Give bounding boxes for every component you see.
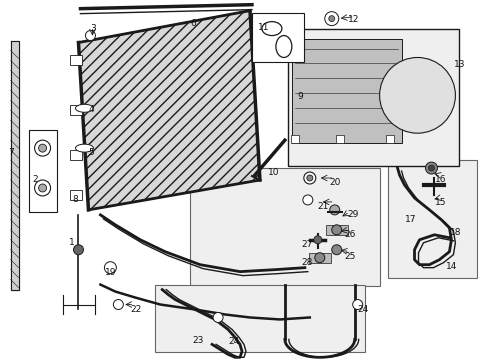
Text: 25: 25 [344,252,355,261]
Polygon shape [78,11,260,210]
Circle shape [427,165,433,171]
Circle shape [104,262,116,274]
Circle shape [73,245,83,255]
Circle shape [328,15,334,22]
Circle shape [39,144,46,152]
Circle shape [314,253,324,263]
Polygon shape [11,41,19,289]
Bar [290,135,298,143]
Text: 7: 7 [9,148,14,157]
Bar [385,135,393,143]
Circle shape [425,162,437,174]
Bar [190,168,379,285]
Text: 15: 15 [433,198,445,207]
Bar [325,225,347,235]
Bar [291,39,401,143]
Text: 17: 17 [404,215,415,224]
Circle shape [379,58,454,133]
Circle shape [306,175,312,181]
Circle shape [412,90,422,100]
Circle shape [313,236,321,244]
Text: 1: 1 [68,238,74,247]
Bar [287,28,458,166]
Text: 10: 10 [267,168,279,177]
Text: 5: 5 [88,148,94,157]
Text: 9: 9 [297,92,303,101]
Text: 16: 16 [433,175,445,184]
Bar [387,160,476,278]
Text: 19: 19 [105,268,117,277]
Circle shape [302,195,312,205]
Text: 20: 20 [329,178,341,187]
Ellipse shape [262,22,281,36]
Text: 26: 26 [344,230,355,239]
Circle shape [352,300,362,310]
Text: 29: 29 [347,210,358,219]
Text: 23: 23 [192,336,203,345]
Ellipse shape [75,144,93,152]
Text: 8: 8 [72,195,78,204]
Ellipse shape [75,104,93,112]
Text: 2: 2 [33,175,38,184]
Text: 4: 4 [88,105,94,114]
Text: 18: 18 [449,228,461,237]
Bar [70,105,82,115]
Text: 11: 11 [258,23,269,32]
Text: 3: 3 [90,24,96,33]
Text: 14: 14 [446,262,457,271]
Bar [251,13,303,62]
Bar [335,135,343,143]
Circle shape [405,84,428,107]
Circle shape [39,184,46,192]
Bar [70,150,82,160]
Text: 24: 24 [357,305,368,314]
Circle shape [213,312,223,323]
Text: 12: 12 [347,15,358,24]
Text: 28: 28 [301,258,313,267]
Circle shape [331,245,341,255]
Circle shape [329,205,339,215]
Circle shape [331,225,341,235]
Ellipse shape [275,36,291,58]
Text: 22: 22 [130,305,142,314]
Bar [70,190,82,200]
Text: 27: 27 [301,240,313,249]
Circle shape [113,300,123,310]
Text: 13: 13 [453,60,465,69]
Circle shape [35,140,50,156]
Bar [155,285,364,352]
Circle shape [303,172,315,184]
Bar [308,253,330,263]
Bar [29,130,57,212]
Text: 24: 24 [227,337,239,346]
Circle shape [35,180,50,196]
Bar [70,55,82,66]
Circle shape [324,12,338,26]
Text: 21: 21 [317,202,328,211]
Circle shape [392,71,442,120]
Circle shape [85,31,95,41]
Text: 6: 6 [190,19,196,28]
